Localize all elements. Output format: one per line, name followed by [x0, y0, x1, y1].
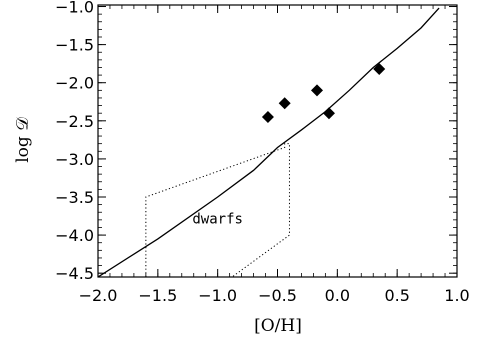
y-tick-label: −2.5: [55, 112, 94, 131]
x-tick-label: −1.0: [198, 286, 237, 305]
model-curve: [98, 7, 440, 277]
plot-area: dwarfs: [98, 7, 440, 277]
diamond-point: [373, 63, 386, 75]
x-axis-label: [O/H]: [254, 316, 302, 336]
diamond-point: [278, 97, 291, 110]
x-tick-label: 0.5: [384, 286, 409, 305]
dwarfs-region: [145, 143, 290, 277]
y-axis-label: log 𝒟: [13, 117, 33, 163]
tick-labels: −2.0 −1.5 −1.0 −0.5 0.0 0.5 1.0 −1.0 −1.5 −2.0 −2.…: [55, 0, 470, 305]
x-tick-label: −2.0: [79, 286, 118, 305]
y-tick-label: −4.5: [55, 264, 94, 283]
y-tick-label: −2.0: [55, 74, 94, 93]
y-tick-label: −1.0: [55, 0, 94, 17]
x-tick-label: −0.5: [258, 286, 297, 305]
diamond-point: [261, 111, 274, 123]
y-tick-label: −3.5: [55, 188, 94, 207]
plot-frame: [97, 4, 458, 278]
y-tick-label: −1.5: [55, 36, 94, 55]
x-tick-label: 1.0: [444, 286, 469, 305]
diamond-point: [310, 84, 323, 97]
y-tick-label: −4.0: [55, 226, 94, 245]
x-tick-label: 0.0: [325, 286, 350, 305]
axes: [97, 4, 458, 278]
dwarfs-label: dwarfs: [192, 212, 243, 228]
x-tick-label: −1.5: [138, 286, 177, 305]
y-tick-label: −3.0: [55, 150, 94, 169]
diamond-point: [322, 107, 335, 120]
